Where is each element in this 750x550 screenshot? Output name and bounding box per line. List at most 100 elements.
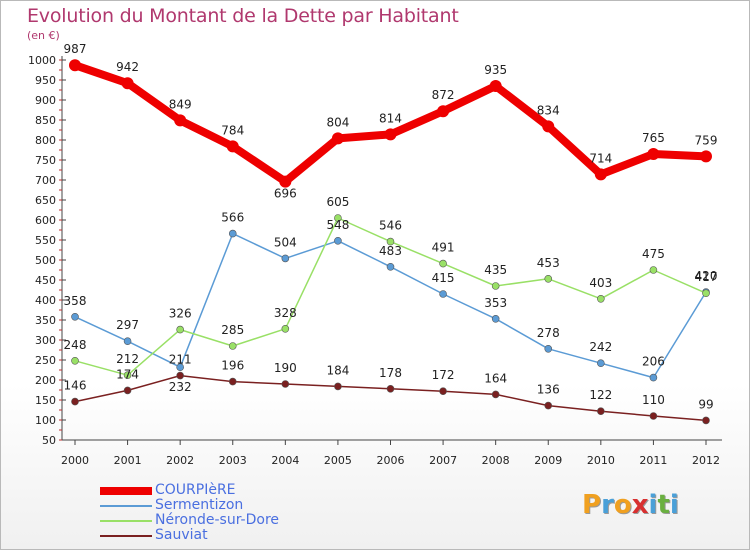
data-point: [544, 274, 553, 283]
y-tick-label: 950: [35, 74, 56, 87]
x-tick-label: 2010: [587, 454, 615, 467]
data-point: [491, 282, 500, 290]
y-tick-label: 600: [35, 214, 56, 227]
y-tick-label: 650: [35, 194, 56, 207]
legend-swatch: [100, 535, 152, 537]
data-label: 696: [274, 187, 297, 201]
data-label: 420: [695, 269, 718, 283]
data-point: [71, 356, 79, 365]
data-point: [700, 150, 712, 163]
x-tick-label: 2009: [534, 454, 562, 467]
data-point: [437, 105, 450, 118]
data-point: [123, 337, 132, 346]
data-label: 714: [589, 151, 612, 165]
data-label: 248: [64, 338, 87, 352]
data-point: [281, 324, 290, 333]
y-tick-label: 350: [35, 314, 56, 327]
data-point: [176, 363, 184, 372]
y-tick-label: 100: [35, 414, 56, 427]
data-label: 196: [221, 359, 244, 373]
legend-swatch: [100, 520, 152, 522]
legend-label: Néronde-sur-Dore: [155, 512, 280, 528]
x-tick-label: 2007: [429, 454, 457, 467]
data-label: 146: [64, 379, 87, 393]
data-label: 987: [64, 42, 87, 56]
data-label: 99: [698, 397, 713, 411]
data-point: [228, 377, 237, 386]
data-point: [702, 289, 710, 298]
x-tick-label: 2006: [377, 454, 405, 467]
data-label: 184: [326, 363, 349, 377]
data-point: [597, 294, 605, 303]
data-point: [281, 254, 290, 263]
data-label: 212: [116, 352, 139, 366]
data-point: [331, 132, 344, 145]
data-label: 278: [537, 326, 560, 340]
data-label: 759: [695, 133, 718, 147]
x-tick-label: 2011: [639, 454, 667, 467]
data-label: 935: [484, 63, 507, 77]
data-label: 942: [116, 60, 139, 74]
data-point: [226, 140, 239, 153]
data-label: 174: [116, 367, 139, 381]
data-point: [491, 314, 500, 323]
x-tick-label: 2004: [271, 454, 299, 467]
data-label: 326: [169, 307, 192, 321]
data-point: [702, 416, 710, 425]
data-label: 453: [537, 256, 560, 270]
data-point: [281, 380, 290, 388]
y-tick-label: 550: [35, 234, 56, 247]
data-label: 849: [169, 97, 192, 111]
x-tick-label: 2003: [219, 454, 247, 467]
data-label: 164: [484, 371, 507, 385]
y-tick-label: 850: [35, 114, 56, 127]
data-point: [439, 387, 447, 396]
data-label: 232: [169, 380, 192, 394]
data-point: [544, 401, 553, 410]
data-point: [334, 382, 342, 391]
data-label: 328: [274, 306, 297, 320]
legend-label: COURPIèRE: [155, 482, 236, 498]
data-label: 605: [326, 195, 349, 209]
data-point: [174, 114, 187, 127]
data-label: 566: [221, 211, 244, 225]
data-point: [597, 407, 605, 416]
data-point: [386, 237, 395, 246]
x-tick-label: 2001: [114, 454, 142, 467]
data-point: [594, 168, 607, 181]
y-tick-label: 200: [35, 374, 56, 387]
data-label: 122: [589, 388, 612, 402]
data-point: [69, 59, 81, 72]
data-point: [71, 397, 79, 406]
data-point: [123, 386, 132, 395]
data-point: [228, 342, 237, 350]
x-tick-label: 2000: [61, 454, 89, 467]
proxiti-logo: Proxiti: [582, 490, 679, 520]
data-label: 353: [484, 296, 507, 310]
data-point: [491, 390, 500, 399]
x-tick-label: 2012: [692, 454, 720, 467]
data-label: 814: [379, 111, 402, 125]
y-tick-label: 700: [35, 174, 56, 187]
y-tick-label: 450: [35, 274, 56, 287]
data-label: 358: [64, 294, 87, 308]
data-point: [176, 371, 184, 380]
y-tick-label: 300: [35, 334, 56, 347]
data-point: [228, 229, 237, 238]
y-axis-unit: (en €): [27, 29, 60, 42]
data-point: [439, 290, 447, 298]
data-point: [544, 344, 553, 353]
data-point: [489, 80, 502, 92]
data-label: 190: [274, 361, 297, 375]
legend-label: Sermentizon: [155, 497, 244, 513]
data-label: 110: [642, 393, 665, 407]
data-label: 242: [589, 340, 612, 354]
data-label: 765: [642, 131, 665, 145]
data-point: [386, 262, 395, 271]
data-point: [384, 128, 397, 141]
data-label: 297: [116, 318, 139, 332]
data-point: [647, 148, 660, 160]
data-label: 178: [379, 366, 402, 380]
